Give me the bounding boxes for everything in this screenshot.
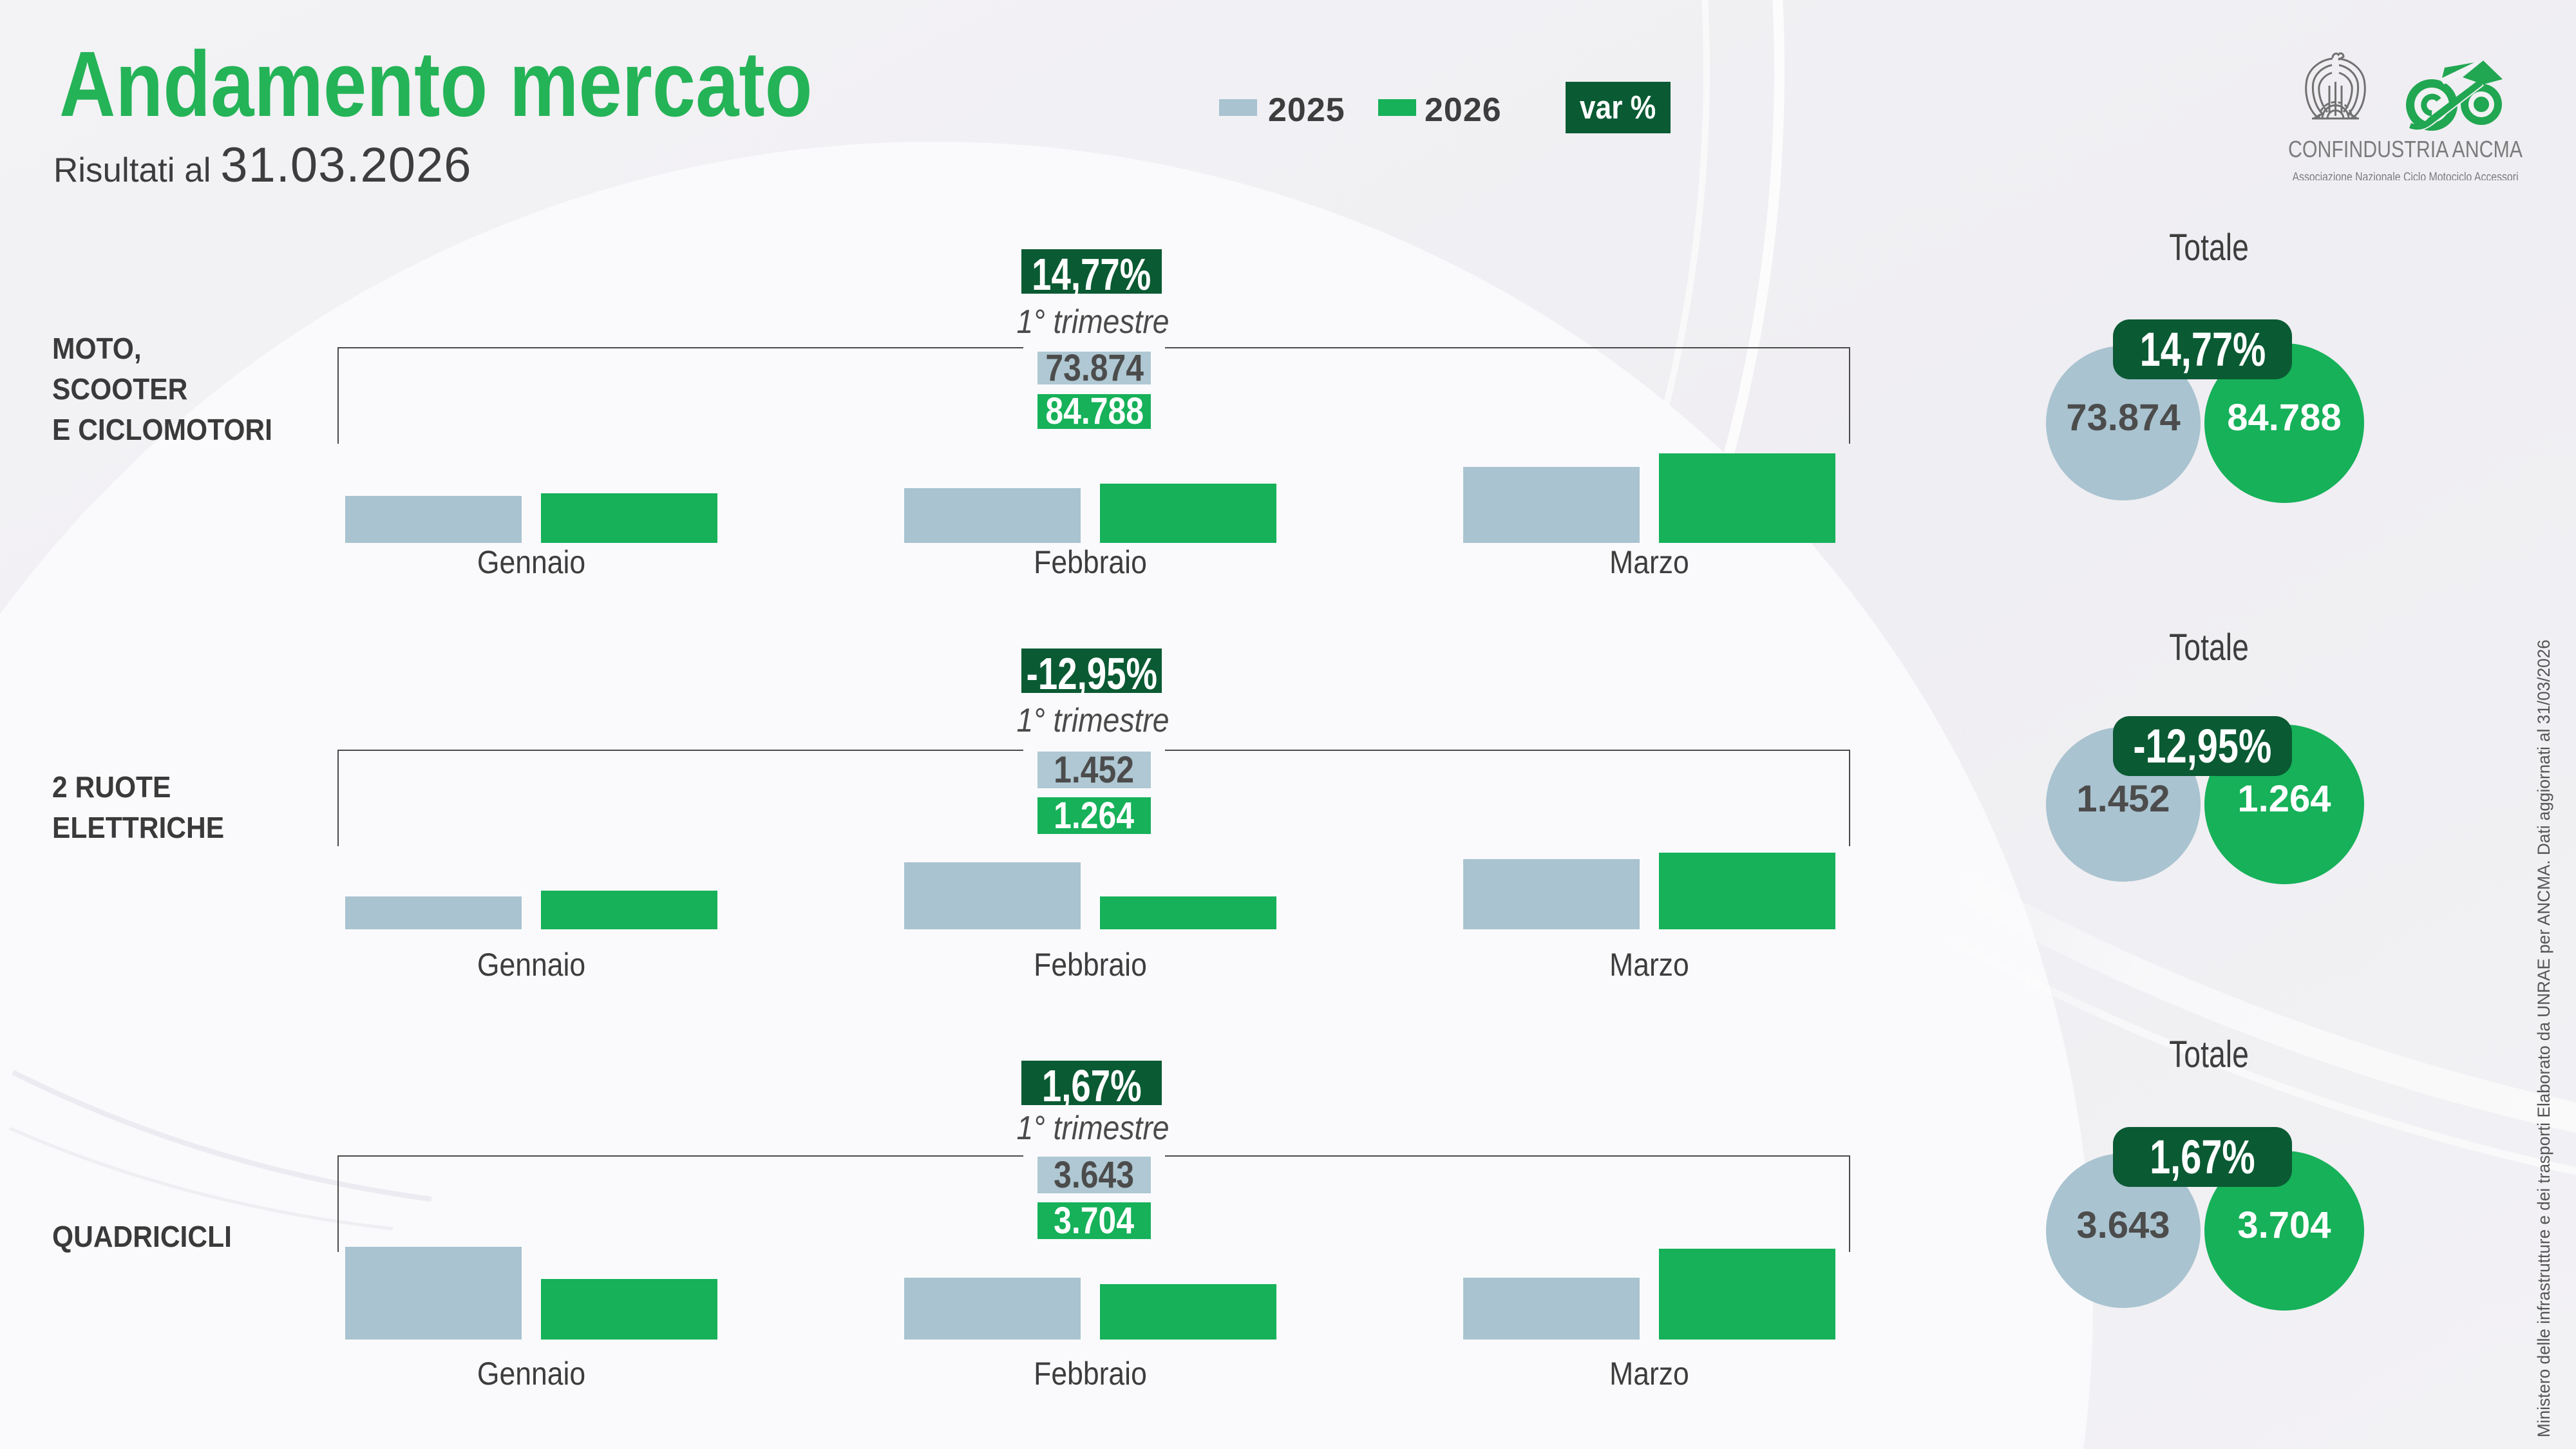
svg-text:Associazione Nazionale Ciclo M: Associazione Nazionale Ciclo Motociclo A… (2293, 171, 2519, 180)
svg-text:CONFINDUSTRIA ANCMA: CONFINDUSTRIA ANCMA (2288, 136, 2523, 162)
